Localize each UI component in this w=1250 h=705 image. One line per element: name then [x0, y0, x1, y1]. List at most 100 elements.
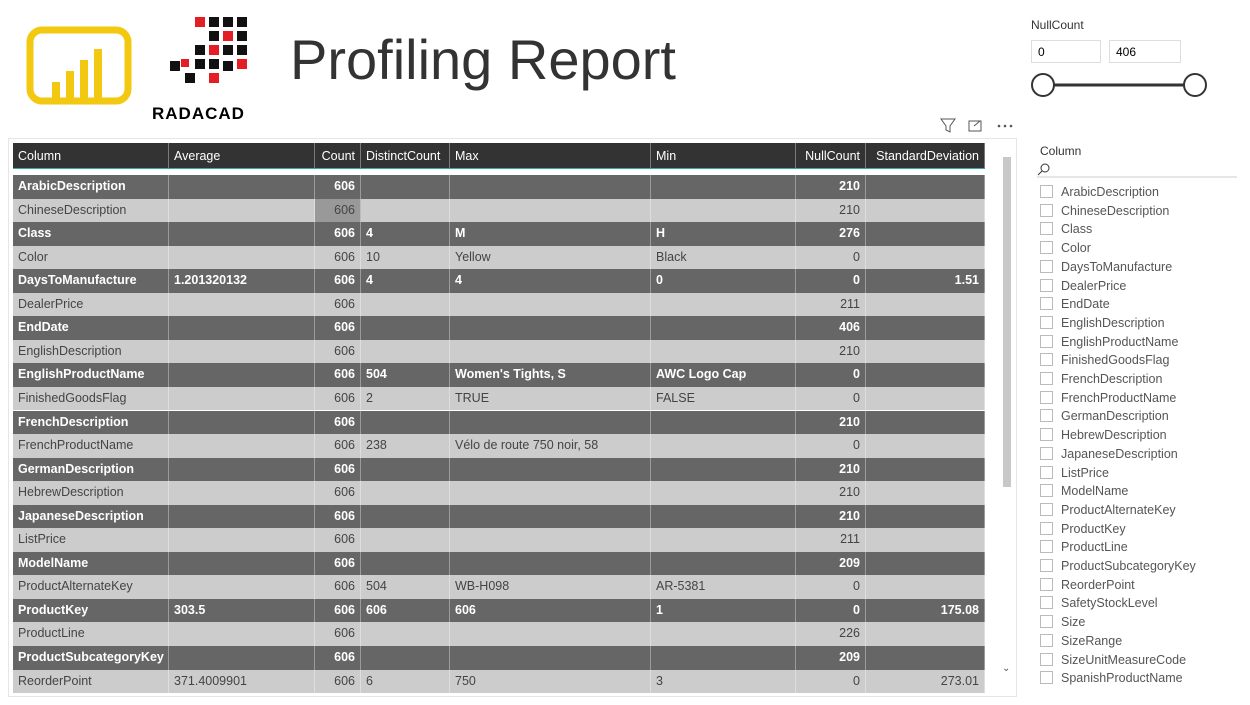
- checkbox[interactable]: [1040, 596, 1053, 610]
- slicer-item[interactable]: ProductSubcategoryKey: [1040, 559, 1196, 573]
- checkbox[interactable]: [1040, 315, 1053, 329]
- range-max[interactable]: 406: [1109, 40, 1181, 63]
- search-box[interactable]: [1037, 162, 1237, 178]
- slicer-item[interactable]: SpanishProductName: [1040, 671, 1183, 685]
- table-cell: [450, 481, 651, 505]
- table-cell: 606: [315, 269, 361, 293]
- checkbox[interactable]: [1040, 241, 1053, 255]
- checkbox[interactable]: [1040, 222, 1053, 236]
- table-cell: DaysToManufacture: [13, 269, 169, 293]
- slicer-item[interactable]: SizeRange: [1040, 633, 1122, 648]
- table-cell: 606: [315, 292, 361, 317]
- header-cell[interactable]: DistinctCount: [361, 143, 450, 169]
- checkbox[interactable]: [1040, 259, 1053, 273]
- slicer-item[interactable]: FrenchDescription: [1040, 372, 1162, 386]
- slicer-item[interactable]: Class: [1040, 222, 1092, 236]
- slicer-item[interactable]: FinishedGoodsFlag: [1040, 353, 1169, 367]
- checkbox[interactable]: [1040, 409, 1053, 423]
- table-cell: ListPrice: [13, 528, 169, 552]
- table-cell: 606: [315, 622, 361, 646]
- table-cell: 0: [796, 434, 866, 458]
- checkbox[interactable]: [1040, 559, 1053, 572]
- slicer-item[interactable]: EndDate: [1040, 297, 1110, 311]
- checkbox[interactable]: [1040, 428, 1053, 442]
- slicer-item[interactable]: ArabicDescription: [1040, 185, 1159, 199]
- slicer-item[interactable]: DealerPrice: [1040, 278, 1126, 293]
- table-visual: [8, 138, 1017, 697]
- checkbox[interactable]: [1040, 652, 1053, 666]
- item-label: SpanishProductName: [1061, 671, 1183, 686]
- table-cell: [169, 245, 315, 270]
- checkbox[interactable]: [1040, 521, 1053, 535]
- slicer-item[interactable]: GermanDescription: [1040, 409, 1169, 423]
- slicer-item[interactable]: DaysToManufacture: [1040, 259, 1172, 274]
- checkbox[interactable]: [1040, 185, 1053, 198]
- table-cell: FrenchProductName: [13, 434, 169, 458]
- checkbox[interactable]: [1040, 540, 1053, 554]
- item-label: FinishedGoodsFlag: [1061, 353, 1170, 368]
- slicer-item[interactable]: HebrewDescription: [1040, 428, 1167, 442]
- table-cell: JapaneseDescription: [13, 504, 169, 529]
- header-cell[interactable]: NullCount: [796, 143, 866, 169]
- slicer-item[interactable]: ProductKey: [1040, 521, 1126, 536]
- checkbox[interactable]: [1040, 484, 1053, 498]
- table-cell: [169, 646, 315, 670]
- table-cell: [866, 528, 985, 552]
- slicer-item[interactable]: ModelName: [1040, 484, 1128, 498]
- table-cell: [866, 245, 985, 270]
- header-cell[interactable]: Count: [315, 143, 361, 169]
- header-cell[interactable]: Average: [169, 143, 315, 169]
- checkbox[interactable]: [1040, 297, 1053, 311]
- table-cell: 606: [315, 669, 361, 693]
- checkbox[interactable]: [1040, 353, 1053, 367]
- table-cell: [450, 528, 651, 552]
- range-slider[interactable]: [1028, 70, 1213, 100]
- header-cell[interactable]: StandardDeviation: [866, 143, 985, 169]
- slicer-item[interactable]: ReorderPoint: [1040, 577, 1135, 592]
- table-cell: 1.51: [866, 269, 985, 293]
- checkbox[interactable]: [1040, 390, 1053, 404]
- checkbox[interactable]: [1040, 502, 1053, 516]
- slicer-item[interactable]: FrenchProductName: [1040, 390, 1176, 405]
- checkbox[interactable]: [1040, 372, 1053, 385]
- checkbox[interactable]: [1040, 615, 1053, 629]
- checkbox[interactable]: [1040, 465, 1053, 479]
- header-cell[interactable]: Min: [651, 143, 796, 169]
- slicer-item[interactable]: ProductLine: [1040, 540, 1128, 554]
- checkbox[interactable]: [1040, 278, 1053, 292]
- table-cell: 606: [315, 481, 361, 505]
- table-cell: EnglishDescription: [13, 339, 169, 364]
- range-min[interactable]: 0: [1031, 40, 1101, 63]
- scrollbar[interactable]: ⌄: [1002, 147, 1012, 687]
- slicer-item[interactable]: ChineseDescription: [1040, 203, 1169, 218]
- table-cell: 606: [315, 457, 361, 482]
- checkbox[interactable]: [1040, 671, 1053, 685]
- table-cell: 175.08: [866, 598, 985, 623]
- slicer-item[interactable]: EnglishProductName: [1040, 334, 1178, 349]
- checkbox[interactable]: [1040, 446, 1053, 460]
- slicer-item[interactable]: SizeUnitMeasureCode: [1040, 652, 1186, 667]
- table-cell: [169, 481, 315, 505]
- table-cell: [866, 434, 985, 458]
- checkbox[interactable]: [1040, 577, 1053, 591]
- checkbox[interactable]: [1040, 334, 1053, 348]
- checkbox[interactable]: [1040, 203, 1053, 217]
- checkbox[interactable]: [1040, 633, 1053, 647]
- table-cell: Class: [13, 222, 169, 246]
- slicer-item[interactable]: ListPrice: [1040, 465, 1109, 480]
- slicer-item[interactable]: EnglishDescription: [1040, 315, 1165, 330]
- table-cell: 4: [450, 269, 651, 293]
- table-cell: [169, 457, 315, 482]
- table-cell: 0: [796, 575, 866, 599]
- slicer-item[interactable]: JapaneseDescription: [1040, 446, 1178, 461]
- table-cell: AWC Logo Cap: [651, 363, 796, 387]
- slicer-item[interactable]: SafetyStockLevel: [1040, 596, 1158, 610]
- slicer-item[interactable]: ProductAlternateKey: [1040, 502, 1176, 517]
- header-cell[interactable]: Column: [13, 143, 169, 169]
- table-cell: ProductAlternateKey: [13, 575, 169, 599]
- header-cell[interactable]: Max: [450, 143, 651, 169]
- slicer-item[interactable]: Size: [1040, 615, 1085, 629]
- item-label: ListPrice: [1061, 465, 1109, 480]
- visual-toolbar[interactable]: [938, 117, 1018, 135]
- slicer-item[interactable]: Color: [1040, 241, 1091, 255]
